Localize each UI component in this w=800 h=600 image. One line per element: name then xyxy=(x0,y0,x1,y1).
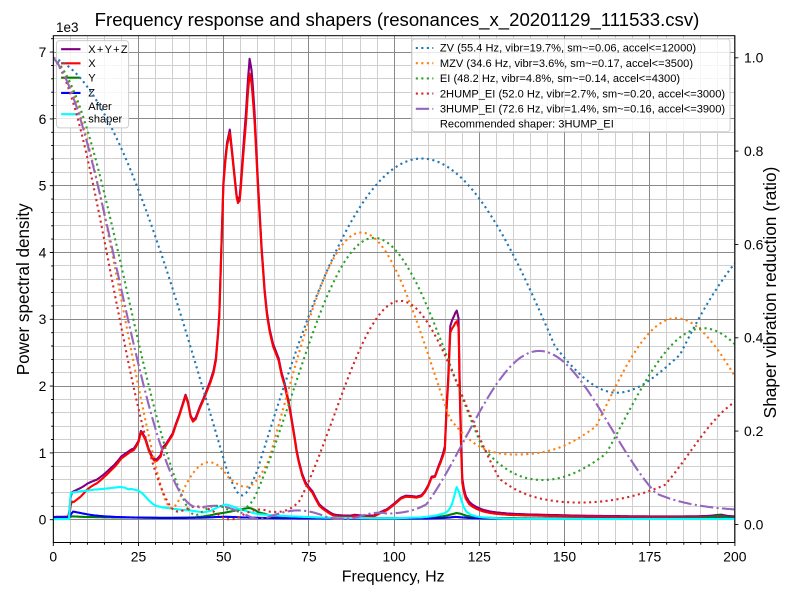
svg-text:25: 25 xyxy=(131,549,147,565)
svg-text:4: 4 xyxy=(39,244,47,260)
svg-text:MZV (34.6 Hz, vibr=3.6%, sm~=0: MZV (34.6 Hz, vibr=3.6%, sm~=0.17, accel… xyxy=(440,58,693,70)
svg-text:shaper: shaper xyxy=(88,113,122,125)
svg-text:3HUMP_EI (72.6 Hz, vibr=1.4%,: 3HUMP_EI (72.6 Hz, vibr=1.4%, sm~=0.16, … xyxy=(440,104,725,116)
svg-text:7: 7 xyxy=(39,44,47,60)
svg-text:1e3: 1e3 xyxy=(56,20,79,35)
svg-text:Power spectral density: Power spectral density xyxy=(14,203,33,375)
svg-text:2: 2 xyxy=(39,378,47,394)
svg-text:200: 200 xyxy=(723,549,746,565)
svg-text:X+Y+Z: X+Y+Z xyxy=(88,44,129,56)
svg-text:125: 125 xyxy=(468,549,491,565)
svg-text:5: 5 xyxy=(39,178,47,194)
svg-text:0: 0 xyxy=(39,512,47,528)
svg-text:0.2: 0.2 xyxy=(744,423,764,439)
svg-text:0.8: 0.8 xyxy=(744,143,764,159)
svg-text:75: 75 xyxy=(301,549,317,565)
svg-text:ZV (55.4 Hz, vibr=19.7%, sm~=0: ZV (55.4 Hz, vibr=19.7%, sm~=0.06, accel… xyxy=(440,43,696,55)
svg-text:175: 175 xyxy=(638,549,661,565)
svg-text:0.0: 0.0 xyxy=(744,516,764,532)
svg-text:Y: Y xyxy=(88,72,96,84)
svg-text:6: 6 xyxy=(39,111,47,127)
svg-text:Recommended shaper: 3HUMP_EI: Recommended shaper: 3HUMP_EI xyxy=(440,119,614,131)
svg-text:After: After xyxy=(88,101,112,113)
svg-text:Shaper vibration reduction (ra: Shaper vibration reduction (ratio) xyxy=(760,167,780,419)
svg-text:1: 1 xyxy=(39,445,47,461)
svg-text:Z: Z xyxy=(88,88,95,100)
svg-text:0.6: 0.6 xyxy=(744,236,764,252)
svg-text:0: 0 xyxy=(49,549,57,565)
svg-text:EI (48.2 Hz, vibr=4.8%, sm~=0.: EI (48.2 Hz, vibr=4.8%, sm~=0.14, accel<… xyxy=(440,73,680,85)
svg-text:X: X xyxy=(88,58,96,70)
svg-text:1.0: 1.0 xyxy=(744,50,764,66)
svg-text:100: 100 xyxy=(383,549,406,565)
svg-text:2HUMP_EI (52.0 Hz, vibr=2.7%,: 2HUMP_EI (52.0 Hz, vibr=2.7%, sm~=0.20, … xyxy=(440,88,725,100)
svg-text:Frequency response and shapers: Frequency response and shapers (resonanc… xyxy=(95,9,700,31)
svg-text:0.4: 0.4 xyxy=(744,330,764,346)
svg-text:Frequency, Hz: Frequency, Hz xyxy=(342,569,445,586)
svg-text:150: 150 xyxy=(553,549,576,565)
svg-text:50: 50 xyxy=(216,549,232,565)
svg-text:3: 3 xyxy=(39,311,47,327)
